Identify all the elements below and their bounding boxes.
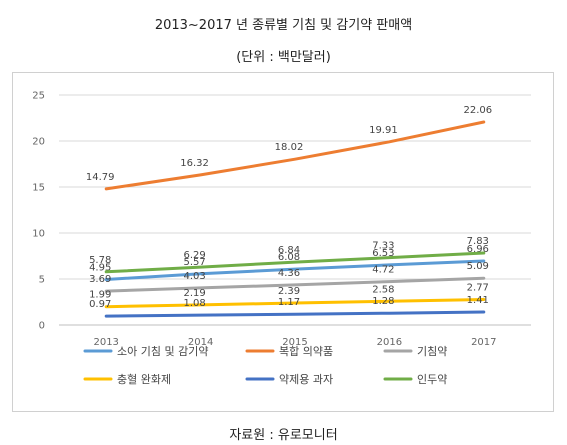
data-label: 5.09: [467, 261, 489, 272]
series-line: [104, 251, 486, 274]
data-label: 4.72: [372, 265, 394, 276]
x-tick-label: 2013: [93, 337, 118, 348]
data-label: 19.91: [369, 125, 398, 136]
data-label: 1.08: [183, 298, 205, 309]
legend-label: 복합 의약품: [279, 344, 333, 358]
y-tick-label: 20: [32, 137, 45, 148]
data-label: 7.83: [467, 236, 489, 247]
data-label: 22.06: [463, 105, 492, 116]
data-label: 1.41: [467, 295, 489, 306]
chart-title: 2013~2017 년 종류별 기침 및 감기약 판매액: [154, 18, 413, 33]
data-label: 1.28: [372, 296, 394, 307]
legend-label: 충혈 완화제: [117, 372, 171, 386]
data-label: 16.32: [180, 158, 209, 169]
data-label: 1.17: [278, 297, 300, 308]
data-label: 5.57: [183, 257, 205, 268]
data-label: 5.78: [89, 255, 111, 266]
legend-label: 인두약: [417, 372, 447, 386]
data-label: 4.95: [89, 262, 111, 273]
data-label: 0.97: [89, 299, 111, 310]
data-label: 6.96: [467, 244, 489, 255]
data-label: 4.03: [183, 271, 205, 282]
data-label: 7.33: [372, 241, 394, 252]
data-label: 6.84: [278, 245, 300, 256]
data-label: 6.29: [183, 250, 205, 261]
data-label: 6.08: [278, 252, 300, 263]
y-tick-label: 25: [32, 91, 45, 102]
data-label: 14.79: [86, 172, 115, 183]
source-note: 자료원 : 유로모니터: [229, 428, 338, 443]
legend-label: 약제용 과자: [279, 372, 333, 386]
y-tick-label: 5: [39, 275, 45, 286]
data-label: 1.99: [89, 290, 111, 301]
x-tick-label: 2015: [282, 337, 307, 348]
series-line: [104, 259, 486, 281]
series-line: [104, 310, 486, 318]
series-line: [104, 276, 486, 293]
data-label: 4.36: [278, 268, 300, 279]
data-label: 6.53: [372, 248, 394, 259]
x-tick-label: 2017: [471, 337, 496, 348]
y-tick-label: 0: [39, 321, 45, 332]
chart-unit: (단위 : 백만달러): [236, 50, 331, 65]
data-label: 2.39: [278, 286, 300, 297]
data-label: 2.19: [183, 288, 205, 299]
x-tick-label: 2016: [377, 337, 402, 348]
x-tick-label: 2014: [188, 337, 213, 348]
chart-panel: 0 5 10 15 20 25 2013 2014 2015 2016 2017 4.95 5.57 6.…: [12, 72, 554, 412]
y-tick-label: 10: [32, 229, 45, 240]
legend-label: 기침약: [417, 344, 447, 358]
series-line: [104, 120, 486, 191]
data-label: 18.02: [275, 142, 304, 153]
data-label: 3.69: [89, 274, 111, 285]
data-label: 2.58: [372, 284, 394, 295]
series-line: [104, 298, 486, 309]
data-label: 2.77: [467, 283, 489, 294]
legend-label: 소아 기침 및 감기약: [117, 344, 208, 358]
y-tick-label: 15: [32, 183, 45, 194]
